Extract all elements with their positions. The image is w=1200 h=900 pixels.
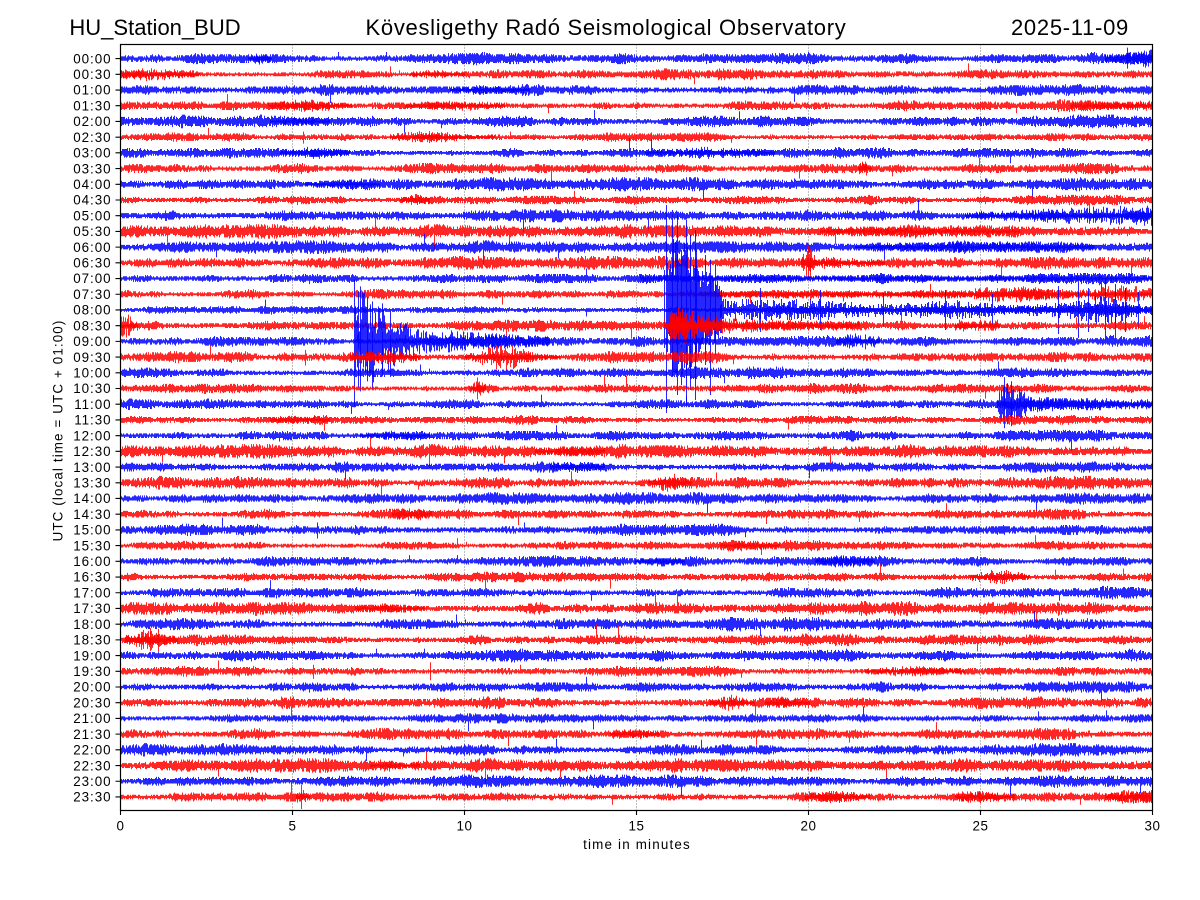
svg-text:23:00: 23:00: [73, 774, 111, 789]
svg-text:14:00: 14:00: [73, 491, 111, 506]
svg-text:04:30: 04:30: [73, 193, 111, 208]
svg-text:20: 20: [801, 819, 817, 834]
svg-text:01:00: 01:00: [73, 83, 111, 98]
svg-text:16:00: 16:00: [73, 554, 111, 569]
svg-text:04:00: 04:00: [73, 177, 111, 192]
svg-text:07:30: 07:30: [73, 287, 111, 302]
svg-text:06:30: 06:30: [73, 256, 111, 271]
svg-text:08:00: 08:00: [73, 303, 111, 318]
svg-text:19:30: 19:30: [73, 664, 111, 679]
svg-text:21:30: 21:30: [73, 727, 111, 742]
svg-text:22:00: 22:00: [73, 743, 111, 758]
svg-text:30: 30: [1145, 819, 1161, 834]
svg-text:03:30: 03:30: [73, 161, 111, 176]
svg-text:17:30: 17:30: [73, 601, 111, 616]
svg-text:13:30: 13:30: [73, 475, 111, 490]
svg-text:17:00: 17:00: [73, 585, 111, 600]
svg-text:0: 0: [117, 819, 125, 834]
svg-text:11:30: 11:30: [74, 413, 111, 428]
svg-text:12:00: 12:00: [73, 428, 111, 443]
svg-text:08:30: 08:30: [73, 318, 111, 333]
svg-text:23:30: 23:30: [73, 790, 111, 805]
svg-text:09:30: 09:30: [73, 350, 111, 365]
svg-text:15:30: 15:30: [73, 538, 111, 553]
svg-text:02:30: 02:30: [73, 130, 111, 145]
svg-text:15: 15: [629, 819, 645, 834]
svg-text:2025-11-09: 2025-11-09: [1011, 15, 1129, 40]
svg-text:10: 10: [457, 819, 473, 834]
svg-text:01:30: 01:30: [73, 98, 111, 113]
svg-text:UTC (local time = UTC + 01:00): UTC (local time = UTC + 01:00): [51, 320, 66, 542]
svg-text:20:30: 20:30: [73, 695, 111, 710]
svg-text:HU_Station_BUD: HU_Station_BUD: [69, 15, 240, 40]
svg-text:09:00: 09:00: [73, 334, 111, 349]
svg-text:14:30: 14:30: [73, 507, 111, 522]
svg-text:10:00: 10:00: [73, 366, 111, 381]
svg-text:22:30: 22:30: [73, 758, 111, 773]
svg-text:06:00: 06:00: [73, 240, 111, 255]
svg-text:05:00: 05:00: [73, 208, 111, 223]
svg-text:time in minutes: time in minutes: [583, 837, 691, 852]
svg-text:5: 5: [289, 819, 297, 834]
svg-text:18:30: 18:30: [73, 633, 111, 648]
svg-text:11:00: 11:00: [74, 397, 111, 412]
svg-text:10:30: 10:30: [73, 381, 111, 396]
svg-text:19:00: 19:00: [73, 648, 111, 663]
svg-text:15:00: 15:00: [73, 523, 111, 538]
svg-text:18:00: 18:00: [73, 617, 111, 632]
svg-text:00:00: 00:00: [73, 51, 111, 66]
svg-text:25: 25: [973, 819, 989, 834]
svg-text:07:00: 07:00: [73, 271, 111, 286]
svg-text:12:30: 12:30: [73, 444, 111, 459]
svg-text:00:30: 00:30: [73, 67, 111, 82]
svg-text:16:30: 16:30: [73, 570, 111, 585]
svg-text:21:00: 21:00: [73, 711, 111, 726]
svg-text:03:00: 03:00: [73, 146, 111, 161]
svg-text:02:00: 02:00: [73, 114, 111, 129]
svg-text:13:00: 13:00: [73, 460, 111, 475]
svg-text:05:30: 05:30: [73, 224, 111, 239]
svg-text:20:00: 20:00: [73, 680, 111, 695]
svg-text:Kövesligethy Radó Seismologica: Kövesligethy Radó Seismological Observat…: [366, 15, 847, 40]
